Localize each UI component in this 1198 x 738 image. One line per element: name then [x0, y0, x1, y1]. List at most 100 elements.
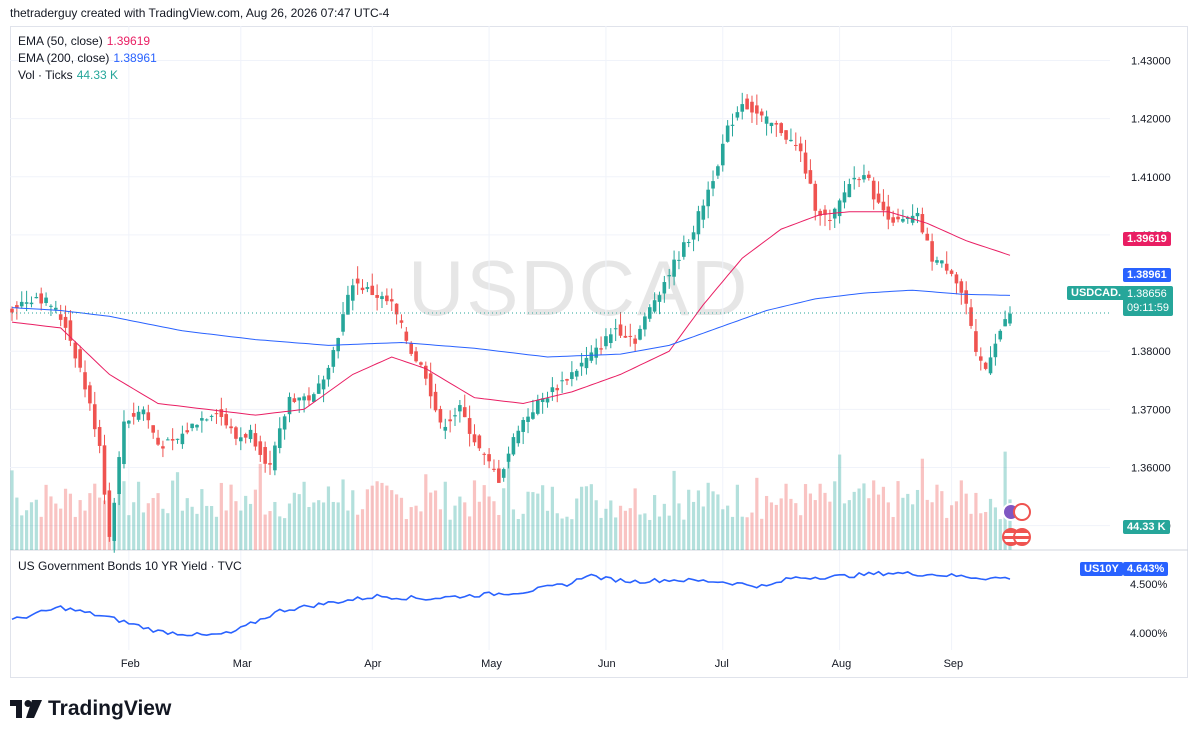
candle[interactable] [535, 400, 540, 414]
candle[interactable] [501, 469, 506, 478]
candle[interactable] [268, 463, 272, 465]
candle[interactable] [745, 98, 749, 110]
candle[interactable] [282, 416, 287, 430]
candle[interactable] [185, 430, 190, 433]
candle[interactable] [161, 446, 165, 449]
candle[interactable] [438, 408, 443, 423]
candle[interactable] [545, 398, 550, 403]
candle[interactable] [540, 398, 545, 403]
candle[interactable] [97, 427, 102, 446]
candle[interactable] [823, 209, 827, 215]
candle[interactable] [385, 295, 389, 302]
candle[interactable] [720, 143, 725, 166]
candle[interactable] [584, 357, 589, 369]
candle[interactable] [881, 201, 886, 211]
candle[interactable] [847, 184, 852, 198]
candle[interactable] [940, 260, 944, 264]
candle[interactable] [68, 320, 73, 341]
candle[interactable] [92, 404, 97, 430]
candle[interactable] [209, 415, 214, 417]
candle[interactable] [915, 212, 920, 217]
candle[interactable] [837, 200, 842, 217]
candle[interactable] [487, 454, 491, 462]
candle[interactable] [287, 396, 292, 415]
candle[interactable] [136, 411, 141, 420]
candle[interactable] [550, 387, 555, 393]
candle[interactable] [730, 124, 735, 126]
candle[interactable] [253, 433, 258, 447]
candle[interactable] [170, 439, 175, 441]
candle[interactable] [156, 437, 160, 445]
candle[interactable] [740, 104, 745, 112]
candle[interactable] [107, 490, 112, 537]
candle[interactable] [818, 210, 822, 216]
candle[interactable] [755, 105, 759, 114]
candle[interactable] [414, 351, 418, 362]
candle[interactable] [998, 330, 1003, 340]
candle[interactable] [896, 216, 900, 220]
candle[interactable] [24, 302, 29, 304]
candle[interactable] [813, 183, 818, 211]
candle[interactable] [857, 179, 861, 181]
candle[interactable] [589, 352, 594, 361]
legend-us10y[interactable]: US Government Bonds 10 YR Yield · TVC [18, 559, 242, 573]
candle[interactable] [686, 242, 691, 244]
candle[interactable] [258, 441, 263, 455]
candle[interactable] [239, 437, 243, 442]
candle[interactable] [248, 429, 253, 440]
candle[interactable] [871, 180, 876, 200]
candle[interactable] [180, 433, 185, 445]
candle[interactable] [711, 181, 715, 189]
candle[interactable] [988, 357, 993, 374]
candle[interactable] [623, 335, 628, 338]
candle[interactable] [633, 338, 637, 344]
candle[interactable] [662, 282, 667, 294]
candle[interactable] [482, 453, 487, 455]
candle[interactable] [117, 457, 121, 495]
candle[interactable] [141, 409, 146, 415]
candle[interactable] [716, 166, 720, 176]
chart-frame[interactable] [10, 26, 1188, 678]
candle[interactable] [672, 259, 676, 277]
candle[interactable] [974, 331, 978, 352]
candle[interactable] [375, 294, 379, 298]
candle[interactable] [852, 177, 857, 180]
candle[interactable] [44, 297, 48, 304]
candle[interactable] [511, 437, 516, 455]
candle[interactable] [526, 416, 530, 422]
candle[interactable] [570, 372, 574, 380]
candle[interactable] [234, 427, 238, 439]
candle[interactable] [886, 206, 891, 220]
candle[interactable] [492, 468, 496, 470]
candle[interactable] [151, 425, 155, 433]
legend-ema200[interactable]: EMA (200, close) 1.38961 [18, 51, 157, 65]
candle[interactable] [34, 296, 39, 299]
candle[interactable] [380, 296, 384, 300]
candle[interactable] [638, 328, 642, 340]
candle[interactable] [331, 350, 336, 367]
candle[interactable] [497, 468, 501, 483]
candle[interactable] [428, 373, 433, 397]
candle[interactable] [798, 143, 803, 152]
candle[interactable] [832, 208, 837, 219]
candle[interactable] [102, 445, 107, 495]
candle[interactable] [146, 412, 151, 421]
candle[interactable] [419, 362, 423, 365]
candle[interactable] [229, 426, 233, 429]
candle[interactable] [609, 334, 613, 343]
candle[interactable] [302, 396, 306, 401]
candle[interactable] [803, 152, 808, 174]
candle[interactable] [462, 407, 467, 418]
candle[interactable] [725, 125, 730, 142]
candle[interactable] [764, 116, 769, 124]
candle[interactable] [1003, 319, 1007, 327]
candle[interactable] [555, 388, 560, 391]
candle[interactable] [1008, 313, 1012, 324]
candle[interactable] [131, 413, 136, 417]
candle[interactable] [219, 409, 224, 418]
candle[interactable] [112, 502, 117, 541]
candle[interactable] [842, 192, 847, 203]
candle[interactable] [964, 290, 968, 304]
candle[interactable] [321, 379, 326, 390]
candle[interactable] [613, 328, 618, 330]
